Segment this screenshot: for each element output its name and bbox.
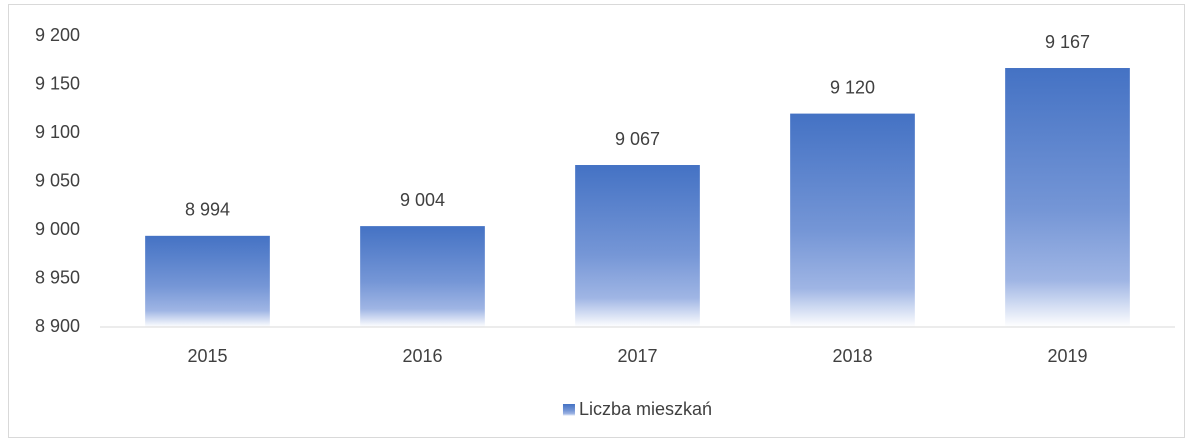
legend-label: Liczba mieszkań xyxy=(579,399,712,419)
x-tick-label: 2019 xyxy=(1047,346,1087,366)
bar xyxy=(790,113,915,327)
y-tick-label: 9 150 xyxy=(35,73,80,93)
x-tick-label: 2016 xyxy=(402,346,442,366)
bar xyxy=(360,226,485,327)
y-tick-label: 9 000 xyxy=(35,219,80,239)
y-tick-label: 9 050 xyxy=(35,170,80,190)
x-tick-label: 2015 xyxy=(187,346,227,366)
value-label: 9 167 xyxy=(1045,32,1090,52)
bar xyxy=(1005,68,1130,327)
legend-swatch xyxy=(562,404,575,416)
value-label: 8 994 xyxy=(185,200,230,220)
y-tick-label: 9 100 xyxy=(35,122,80,142)
x-tick-label: 2018 xyxy=(832,346,872,366)
value-label: 9 067 xyxy=(615,129,660,149)
y-tick-label: 8 950 xyxy=(35,267,80,287)
bar xyxy=(145,235,270,327)
bar xyxy=(575,165,700,327)
y-tick-label: 9 200 xyxy=(35,25,80,45)
y-tick-label: 8 900 xyxy=(35,316,80,336)
x-tick-label: 2017 xyxy=(617,346,657,366)
value-label: 9 004 xyxy=(400,190,445,210)
value-label: 9 120 xyxy=(830,77,875,97)
